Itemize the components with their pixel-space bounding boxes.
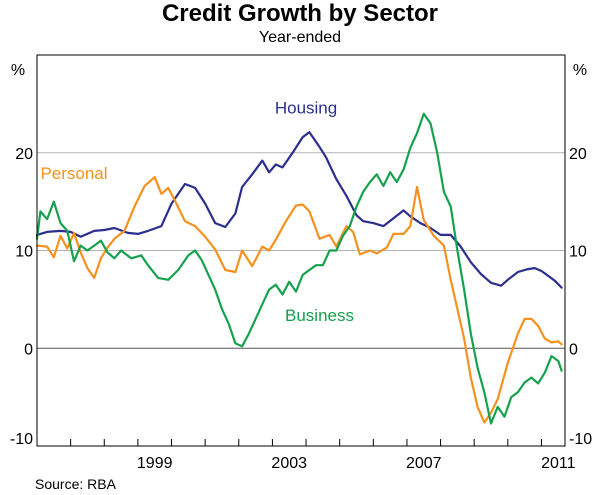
series-label-business: Business bbox=[285, 306, 354, 325]
x-tick-label: 2007 bbox=[406, 455, 442, 470]
y-axis-unit-left: % bbox=[11, 62, 25, 79]
line-chart: Housing Personal Business 20 20 10 10 0 0 -10 -10… bbox=[10, 54, 592, 470]
y-tick-label-left: -10 bbox=[10, 431, 33, 448]
series-line-housing bbox=[35, 131, 563, 289]
series-label-personal: Personal bbox=[40, 164, 107, 183]
y-tick-label-right: 10 bbox=[569, 244, 587, 261]
chart-title: Credit Growth by Sector bbox=[161, 0, 439, 27]
series-line-business bbox=[35, 112, 563, 425]
axis-ticks: 20 20 10 10 0 0 -10 -10 1999 2003 2007 2011 bbox=[10, 146, 592, 470]
y-tick-label-left: 20 bbox=[15, 146, 33, 163]
source-note: Source: RBA bbox=[35, 476, 116, 492]
y-tick-label-right: 20 bbox=[569, 146, 587, 163]
plot-frame bbox=[36, 54, 566, 447]
series-line-personal bbox=[35, 176, 563, 424]
y-axis-unit-right: % bbox=[573, 62, 587, 79]
y-tick-label-left: 10 bbox=[15, 244, 33, 261]
x-tick-label: 2011 bbox=[541, 455, 576, 470]
x-tick-label: 2003 bbox=[271, 455, 307, 470]
y-tick-label-right: 0 bbox=[569, 341, 578, 358]
series-label-housing: Housing bbox=[275, 99, 337, 118]
y-tick-label-right: -10 bbox=[569, 431, 592, 448]
series-lines: Housing Personal Business bbox=[35, 99, 563, 425]
gridlines bbox=[37, 152, 565, 349]
chart-subtitle: Year-ended bbox=[258, 29, 342, 46]
x-tick-label: 1999 bbox=[137, 455, 173, 470]
y-tick-label-left: 0 bbox=[24, 341, 33, 358]
